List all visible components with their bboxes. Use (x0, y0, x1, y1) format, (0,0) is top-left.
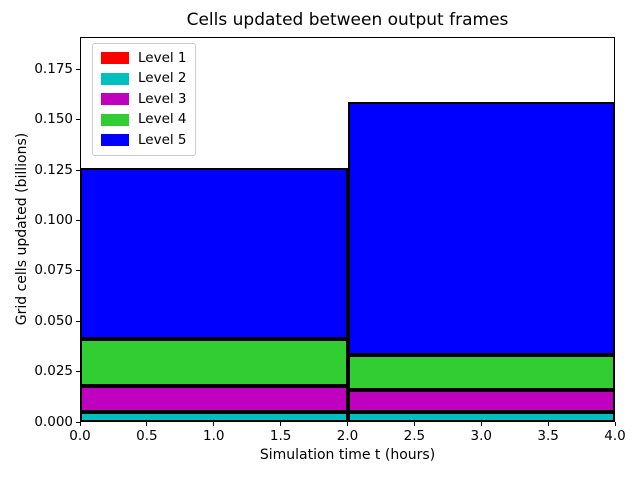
y-tick-mark (76, 119, 80, 121)
x-tick-label: 2.5 (403, 428, 426, 444)
y-tick-label: 0.075 (34, 262, 73, 279)
x-tick-mark (79, 422, 81, 426)
x-tick-mark (547, 422, 549, 426)
y-tick-mark (76, 169, 80, 171)
legend-label-level-5: Level 5 (138, 131, 187, 148)
x-tick-label: 3.5 (537, 428, 559, 444)
legend-row-level-2: Level 2 (101, 69, 187, 90)
x-tick-mark (614, 422, 616, 426)
y-tick-mark (76, 68, 80, 70)
legend-label-level-3: Level 3 (138, 90, 187, 107)
legend-label-level-4: Level 4 (138, 111, 187, 128)
legend-row-level-1: Level 1 (101, 48, 187, 69)
x-tick-label: 2.0 (336, 428, 359, 444)
legend-swatch-level-2 (101, 72, 129, 85)
y-tick-mark (76, 270, 80, 272)
legend-label-level-2: Level 2 (138, 70, 187, 87)
x-tick-label: 3.0 (470, 428, 492, 444)
x-tick-label: 1.5 (269, 428, 292, 444)
plot-area (80, 37, 615, 422)
legend: Level 1 Level 2 Level 3 Level 4 Level 5 (92, 43, 196, 156)
x-tick-label: 0.5 (136, 428, 158, 444)
y-tick-mark (76, 219, 80, 221)
y-tick-label: 0.100 (34, 211, 73, 228)
bar-2-segment-level-5 (347, 101, 615, 356)
legend-label-level-1: Level 1 (138, 49, 187, 66)
y-tick-mark (76, 371, 80, 373)
x-tick-mark (146, 422, 148, 426)
y-tick-label: 0.150 (34, 111, 73, 128)
legend-swatch-level-3 (101, 93, 129, 106)
legend-swatch-level-4 (101, 113, 129, 126)
y-tick-mark (76, 421, 80, 423)
x-tick-mark (480, 422, 482, 426)
y-tick-label: 0.050 (34, 312, 73, 329)
x-tick-mark (280, 422, 282, 426)
bar-1-segment-level-3 (80, 385, 348, 412)
x-tick-label: 1.0 (203, 428, 225, 444)
y-tick-label: 0.175 (34, 60, 73, 77)
x-tick-mark (347, 422, 348, 426)
y-tick-label: 0.000 (34, 413, 73, 430)
y-tick-label: 0.125 (34, 161, 73, 178)
bar-1-segment-level-5 (80, 168, 348, 340)
legend-swatch-level-1 (101, 52, 129, 65)
y-tick-mark (76, 320, 80, 322)
legend-swatch-level-5 (101, 134, 129, 147)
legend-row-level-4: Level 4 (101, 110, 187, 131)
y-tick-label: 0.025 (34, 363, 73, 380)
chart-title: Cells updated between output frames (186, 10, 509, 30)
legend-row-level-3: Level 3 (101, 89, 187, 110)
legend-row-level-5: Level 5 (101, 130, 187, 151)
x-tick-mark (213, 422, 215, 426)
x-tick-label: 4.0 (604, 428, 626, 444)
x-tick-mark (413, 422, 415, 426)
x-axis-label: Simulation time t (hours) (259, 447, 436, 463)
x-tick-label: 0.0 (69, 428, 91, 444)
